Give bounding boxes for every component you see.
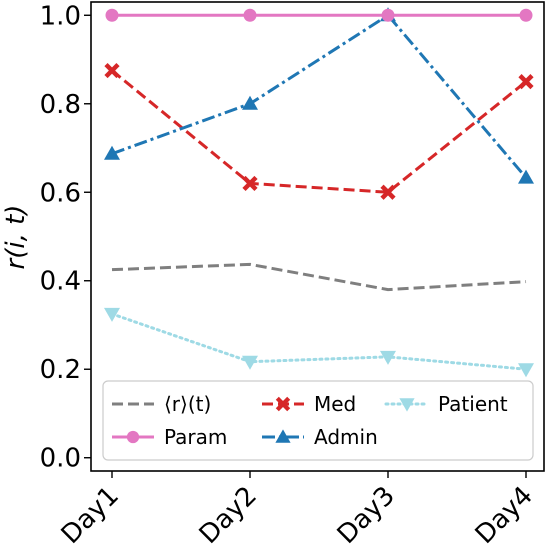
series-med-line <box>111 69 527 194</box>
legend: ⟨r⟩(t) Med Patient Param Admin <box>102 380 534 461</box>
legend-label-admin: Admin <box>314 425 378 449</box>
series-patient-point <box>380 350 396 365</box>
series-admin-point <box>518 169 534 184</box>
series-layer <box>104 7 534 378</box>
series-med-point <box>518 74 534 90</box>
y-tick-label: 0.4 <box>40 267 81 297</box>
y-axis: 0.0 0.2 0.4 0.6 0.8 1.0 <box>40 1 91 474</box>
y-tick-label: 0.8 <box>40 90 81 120</box>
y-tick-label: 0.6 <box>40 178 81 208</box>
series-patient <box>104 307 534 378</box>
legend-item-patient: Patient <box>384 392 508 416</box>
series-param-point <box>105 8 119 22</box>
series-patient-point <box>242 355 258 370</box>
legend-label-mean: ⟨r⟩(t) <box>164 392 211 416</box>
series-med-point <box>380 184 396 200</box>
series-med-point <box>104 62 120 79</box>
legend-item-mean: ⟨r⟩(t) <box>112 392 211 416</box>
legend-marker-patient <box>399 398 415 412</box>
series-mean-line <box>111 262 527 292</box>
axes-frame <box>90 1 545 472</box>
series-admin-line <box>111 13 528 179</box>
plot-area <box>90 1 545 472</box>
series-med-point-stroke-b <box>518 74 534 90</box>
series-param-point <box>243 8 257 22</box>
legend-label-med: Med <box>314 392 356 416</box>
series-med <box>104 62 534 200</box>
series-admin <box>104 7 534 184</box>
legend-marker-param <box>126 430 140 444</box>
series-admin-point <box>104 145 120 160</box>
legend-item-med: Med <box>262 392 356 416</box>
y-axis-label: r(i, t) <box>1 205 31 270</box>
legend-item-param: Param <box>112 425 227 449</box>
series-med-point <box>242 175 258 191</box>
series-param-point <box>381 8 395 22</box>
series-param <box>105 8 533 22</box>
legend-marker-med <box>275 396 291 412</box>
x-tick-label: Day2 <box>194 481 263 548</box>
series-admin-point <box>242 95 258 110</box>
series-med-point-stroke-b <box>380 184 396 200</box>
x-tick-label: Day3 <box>332 481 401 548</box>
y-tick-label: 1.0 <box>40 1 81 31</box>
legend-marker-med-stroke-b <box>275 396 291 412</box>
legend-label-param: Param <box>164 425 227 449</box>
series-param-point <box>519 8 533 22</box>
series-med-point-stroke-b <box>104 62 120 79</box>
series-med-point-stroke-b <box>242 175 258 191</box>
legend-label-patient: Patient <box>438 392 508 416</box>
y-tick-label: 0.0 <box>40 444 81 474</box>
x-tick-label: Day1 <box>56 481 125 548</box>
series-patient-line <box>110 312 528 371</box>
legend-frame <box>102 380 534 461</box>
series-patient-point <box>518 363 534 378</box>
y-tick-label: 0.2 <box>40 355 81 385</box>
x-axis: Day1 Day2 Day3 Day4 <box>56 471 539 548</box>
x-tick-label: Day4 <box>470 481 539 548</box>
series-mean <box>111 262 527 292</box>
legend-item-admin: Admin <box>262 425 378 449</box>
legend-marker-admin <box>275 429 291 443</box>
series-patient-point <box>104 307 120 322</box>
